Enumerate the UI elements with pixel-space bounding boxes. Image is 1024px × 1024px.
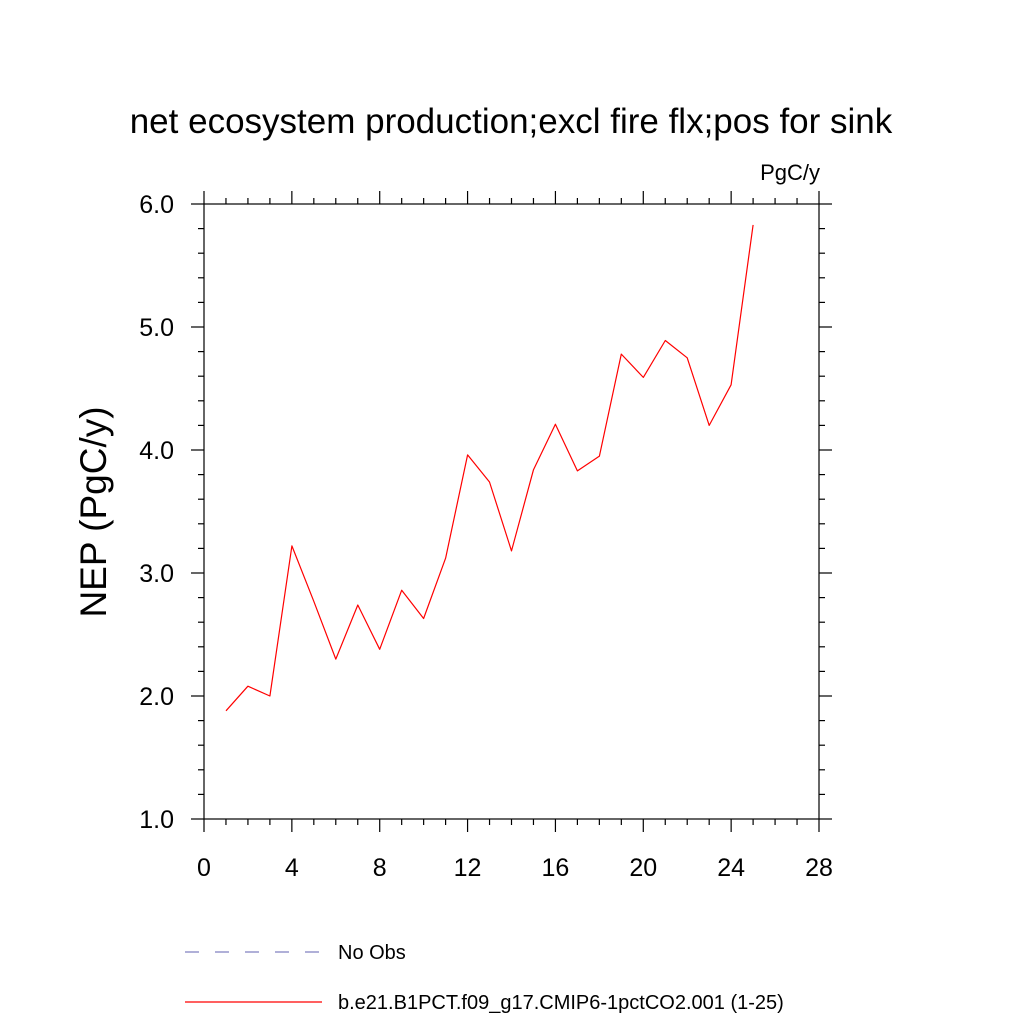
- x-tick-label: 24: [717, 854, 745, 882]
- y-axis-label: NEP (PgC/y): [73, 406, 114, 617]
- series-line-0: [225, 224, 754, 712]
- axis-ticks: [191, 191, 832, 832]
- y-tick-label: 5.0: [139, 314, 174, 342]
- x-tick-label: 28: [805, 854, 833, 882]
- legend: No Obs b.e21.B1PCT.f09_g17.CMIP6-1pctCO2…: [185, 942, 784, 1014]
- units-label: PgC/y: [760, 160, 820, 185]
- x-tick-label: 0: [197, 854, 211, 882]
- legend-label-model-run: b.e21.B1PCT.f09_g17.CMIP6-1pctCO2.001 (1…: [338, 992, 784, 1014]
- y-tick-label: 1.0: [139, 806, 174, 834]
- x-tick-label: 12: [454, 854, 482, 882]
- x-tick-label: 4: [285, 854, 299, 882]
- y-tick-label: 2.0: [139, 683, 174, 711]
- y-tick-label: 6.0: [139, 191, 174, 219]
- x-tick-label: 16: [542, 854, 570, 882]
- y-tick-label: 4.0: [139, 437, 174, 465]
- series-group: [225, 224, 754, 712]
- plot-frame: [203, 203, 820, 820]
- y-tick-label: 3.0: [139, 560, 174, 588]
- legend-label-no-obs: No Obs: [338, 942, 406, 964]
- x-tick-label: 8: [373, 854, 387, 882]
- axis-tick-labels: 0 4 8 12 16 20 24 28 1.0 2.0 3.0 4.0 5.0 6.0: [139, 191, 833, 882]
- x-tick-label: 20: [629, 854, 657, 882]
- chart-title: net ecosystem production;excl fire flx;p…: [130, 102, 893, 141]
